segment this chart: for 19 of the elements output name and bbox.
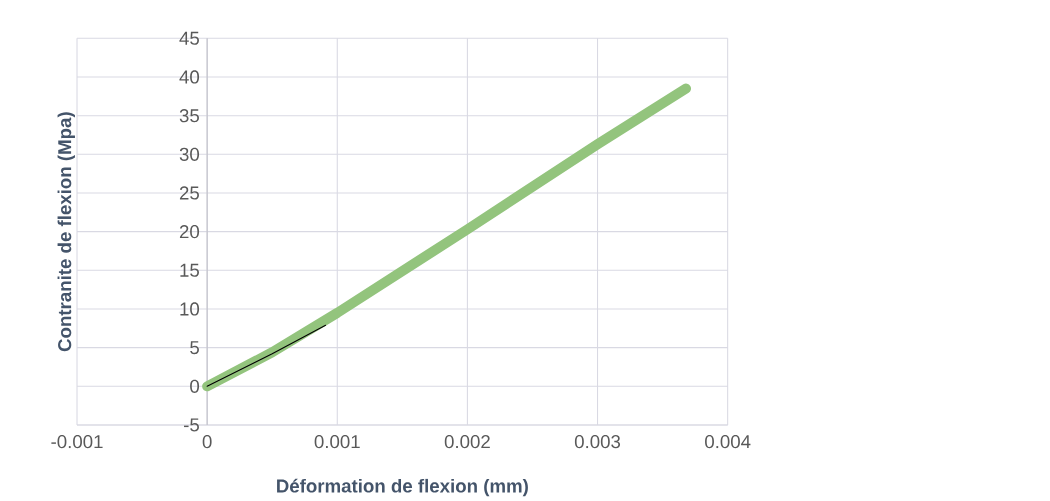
- x-axis-title: Déformation de flexion (mm): [277, 478, 528, 497]
- y-tick-label: 45: [179, 31, 199, 45]
- x-tick-label: 0.004: [705, 435, 751, 449]
- x-tick-label: -0.001: [51, 435, 103, 449]
- y-tick-label: 30: [179, 147, 200, 162]
- y-tick-label: 25: [179, 186, 199, 200]
- y-tick-label: 5: [190, 341, 199, 355]
- y-tick-label: -5: [184, 418, 199, 432]
- y-tick-label: 35: [179, 109, 199, 123]
- x-tick-label: 0: [202, 435, 212, 449]
- x-tick-label: 0.001: [314, 435, 360, 449]
- x-tick-label: 0.003: [574, 435, 621, 449]
- y-tick-label: 10: [180, 302, 200, 316]
- x-tick-label: 0.002: [444, 435, 490, 449]
- y-tick-label: 20: [179, 225, 200, 239]
- y-tick-label: 15: [180, 263, 199, 277]
- y-axis-title: Contranite de flexion (Mpa): [57, 112, 75, 352]
- y-tick-label: 0: [190, 379, 200, 394]
- y-tick-label: 40: [179, 70, 200, 84]
